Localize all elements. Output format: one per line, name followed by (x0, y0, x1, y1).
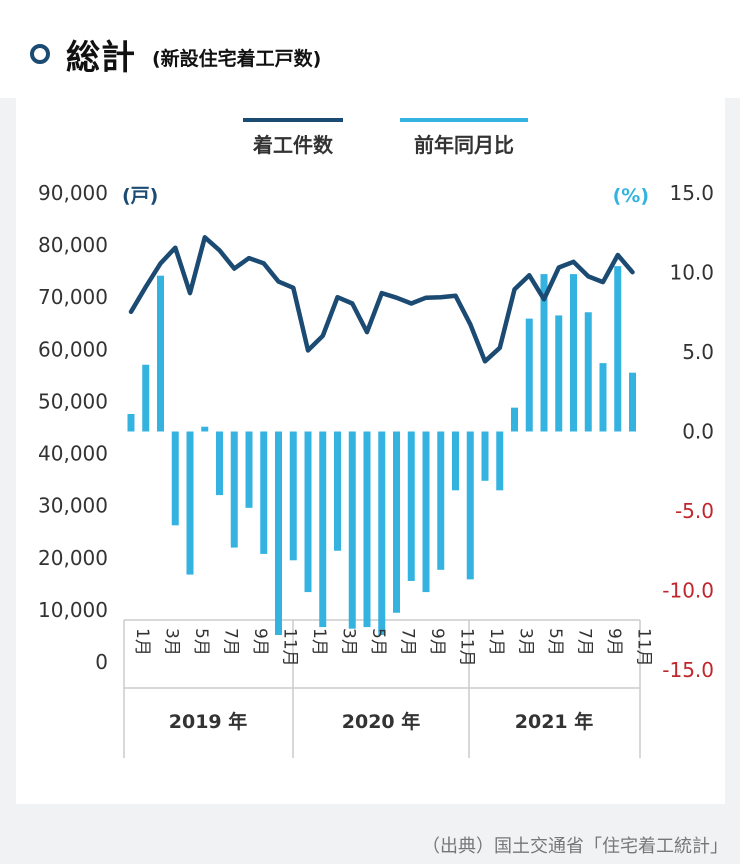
right-axis-unit: (%) (613, 185, 649, 207)
left-tick-label: 20,000 (38, 546, 108, 570)
yoy-bar (275, 431, 282, 636)
month-tick-label: 7月 (221, 628, 241, 656)
yoy-bar (422, 431, 430, 593)
month-tick-label: 5月 (191, 628, 211, 656)
yoy-bar (201, 426, 209, 432)
left-tick-label: 90,000 (38, 181, 108, 205)
yoy-bar (481, 431, 489, 481)
left-tick-label: 80,000 (38, 233, 108, 257)
yoy-bar (629, 372, 636, 432)
page-subtitle: (新設住宅着工戸数) (152, 48, 322, 70)
yoy-bar (378, 431, 386, 636)
year-label: 2019 年 (169, 710, 248, 733)
source-note: （出典）国土交通省「住宅着工統計」 (422, 836, 728, 857)
legend-label-bar: 前年同月比 (414, 133, 514, 157)
page-header: 総計 (新設住宅着工戸数) (0, 0, 740, 98)
month-tick-label: 1月 (486, 628, 506, 656)
yoy-bar (334, 431, 341, 551)
yoy-bar (363, 431, 371, 628)
month-tick-label: 3月 (516, 628, 536, 656)
yoy-bar (437, 431, 445, 570)
left-tick-label: 70,000 (38, 285, 108, 309)
year-label: 2021 年 (515, 710, 594, 733)
yoy-bar (304, 431, 312, 593)
yoy-bar (157, 275, 164, 432)
yoy-bar (171, 431, 179, 526)
month-tick-label: 9月 (250, 628, 270, 656)
right-tick-label: 15.0 (669, 181, 714, 205)
yoy-bar (216, 431, 223, 496)
year-label: 2020 年 (342, 710, 421, 733)
yoy-bar (614, 266, 622, 432)
yoy-bar (511, 407, 518, 432)
yoy-bar (289, 431, 297, 561)
month-tick-label: 11月 (634, 628, 654, 667)
month-tick-label: 5月 (545, 628, 565, 656)
right-tick-label: -5.0 (675, 499, 714, 523)
right-tick-label: -15.0 (662, 658, 714, 682)
yoy-bar (555, 315, 563, 432)
month-tick-label: 9月 (604, 628, 624, 656)
yoy-bar (142, 364, 150, 432)
yoy-bar (525, 318, 533, 432)
left-tick-label: 10,000 (38, 598, 108, 622)
right-tick-label: 10.0 (669, 261, 714, 285)
month-tick-label: 11月 (457, 628, 477, 667)
left-tick-label: 0 (95, 650, 108, 674)
month-tick-label: 7月 (398, 628, 418, 656)
yoy-bar (230, 431, 238, 548)
page-title: 総計 (66, 38, 136, 78)
right-tick-label: -10.0 (662, 579, 714, 603)
yoy-bar (260, 431, 268, 554)
left-tick-label: 60,000 (38, 337, 108, 361)
left-tick-label: 30,000 (38, 494, 108, 518)
legend-label-line: 着工件数 (252, 133, 334, 157)
month-tick-label: 1月 (132, 628, 152, 656)
left-tick-label: 40,000 (38, 442, 108, 466)
yoy-bar (570, 274, 577, 432)
yoy-bar (127, 414, 135, 432)
starts-line (128, 235, 635, 364)
yoy-bar (496, 431, 504, 491)
yoy-bar (348, 431, 356, 629)
yoy-bar (319, 431, 327, 628)
month-tick-label: 3月 (339, 628, 359, 656)
month-tick-label: 9月 (427, 628, 447, 656)
bullet-ring-icon (30, 44, 50, 64)
yoy-bar (466, 431, 474, 580)
yoy-bar (599, 363, 607, 432)
yoy-bar (452, 431, 459, 491)
yoy-bar (393, 431, 400, 613)
yoy-bar (540, 274, 548, 432)
yoy-bar (245, 431, 253, 508)
month-tick-label: 5月 (368, 628, 388, 656)
yoy-bar (584, 312, 592, 432)
right-tick-label: 5.0 (682, 340, 714, 364)
left-tick-label: 50,000 (38, 389, 108, 413)
yoy-bar (407, 431, 415, 581)
right-tick-label: 0.0 (682, 420, 714, 444)
month-tick-label: 7月 (575, 628, 595, 656)
left-axis-unit: (戸) (122, 185, 158, 207)
yoy-bar (186, 431, 194, 575)
month-tick-label: 3月 (162, 628, 182, 656)
month-tick-label: 1月 (309, 628, 329, 656)
month-tick-label: 11月 (280, 628, 300, 667)
